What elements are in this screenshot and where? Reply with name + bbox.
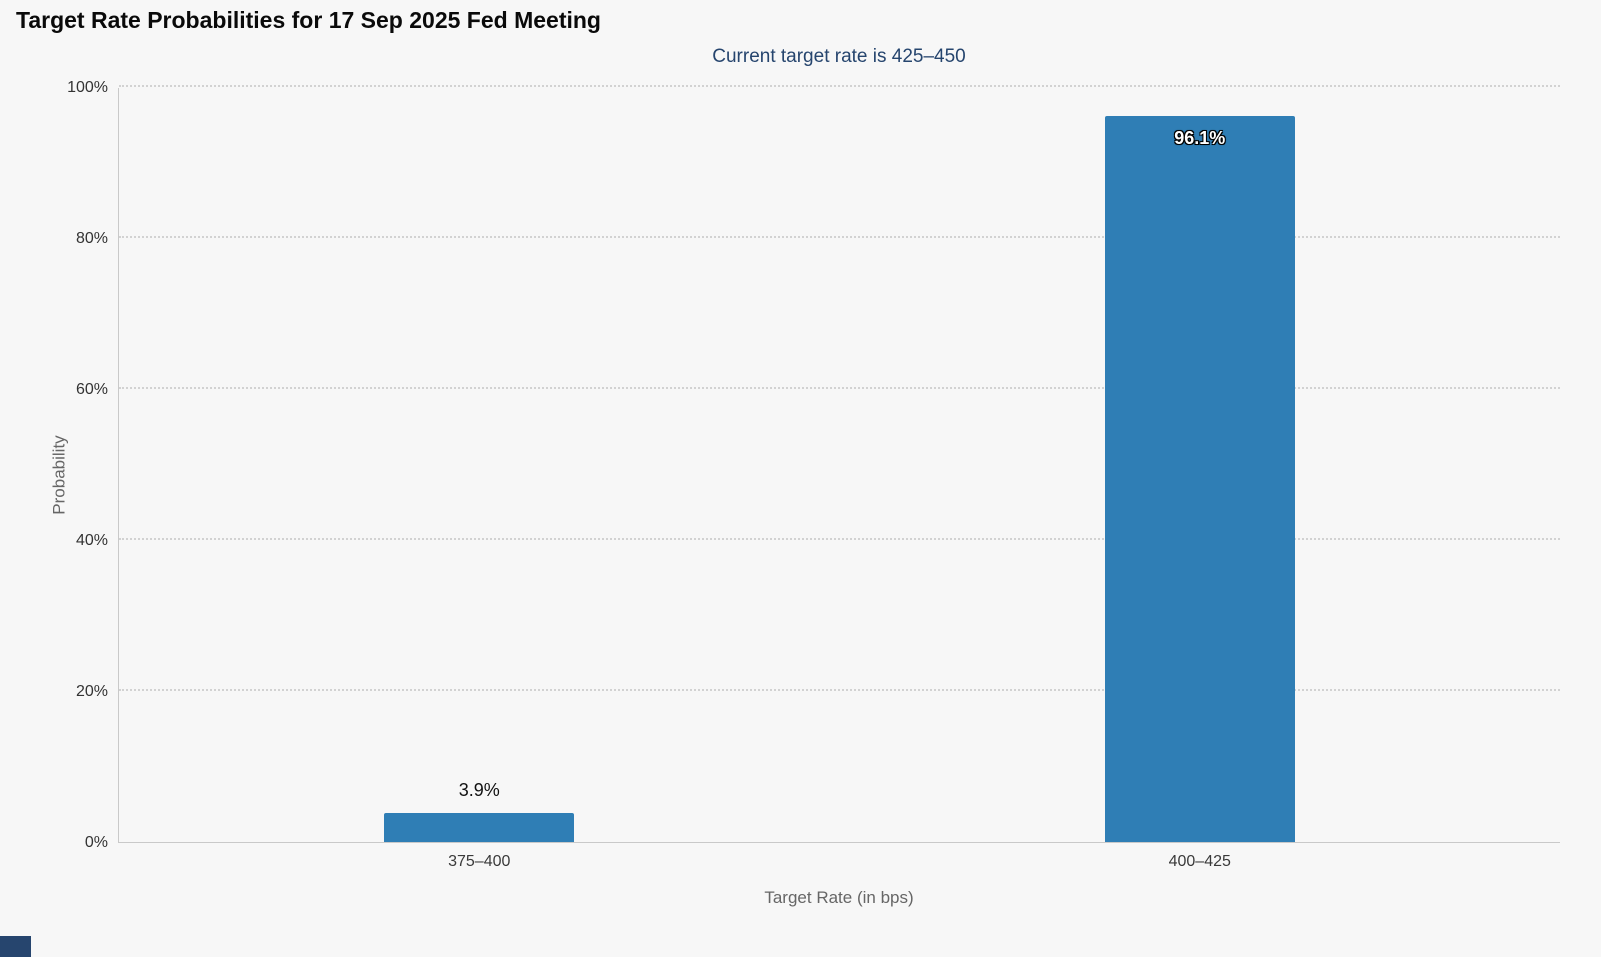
probability-bar-375–400[interactable] <box>384 812 575 842</box>
bar-value-label: 96.1% <box>1174 128 1226 149</box>
gridline-100 <box>119 85 1560 87</box>
y-tick-label: 60% <box>75 381 108 398</box>
gridline-60 <box>119 387 1560 389</box>
gridline-80 <box>119 236 1560 238</box>
footer-accent-block <box>0 936 31 957</box>
chart-subtitle: Current target rate is 425–450 <box>712 46 966 67</box>
y-tick-label: 80% <box>75 230 108 247</box>
y-tick-label: 40% <box>75 532 108 549</box>
gridline-20 <box>119 689 1560 691</box>
gridline-40 <box>119 538 1560 540</box>
probability-bar-400–425[interactable]: 96.1% <box>1104 116 1295 842</box>
category-band: 3.9% <box>119 88 840 842</box>
y-tick-label: 0% <box>84 834 108 851</box>
x-tick-label: 375–400 <box>448 853 511 870</box>
y-axis-title: Probability <box>49 435 69 515</box>
y-tick-label: 100% <box>67 79 108 96</box>
chart-title: Target Rate Probabilities for 17 Sep 202… <box>16 7 601 33</box>
plot-area: 3.9% 375–400 96.1% 400–425 <box>118 85 1561 870</box>
x-axis-title: Target Rate (in bps) <box>764 888 914 907</box>
bar-value-label: 3.9% <box>458 779 500 800</box>
category-band: 96.1% <box>840 88 1561 842</box>
y-tick-label: 20% <box>75 683 108 700</box>
x-tick-label: 400–425 <box>1168 853 1231 870</box>
